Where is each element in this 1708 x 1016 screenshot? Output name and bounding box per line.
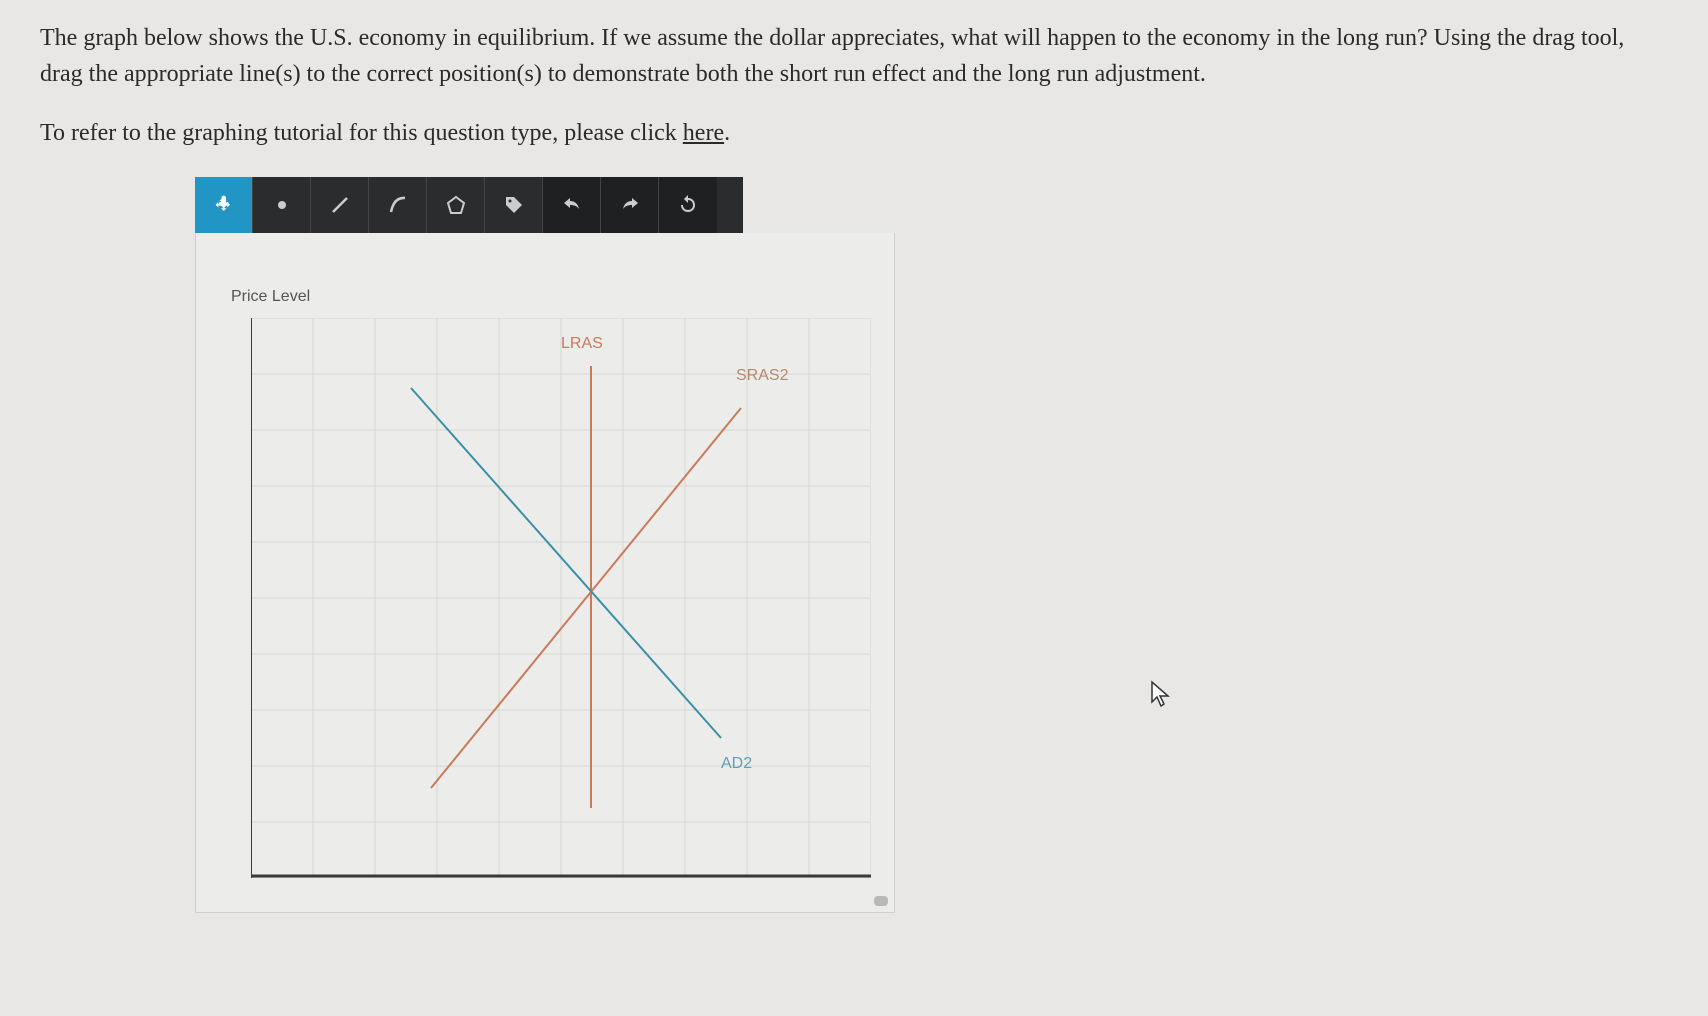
line-tool-button[interactable]: [311, 177, 369, 233]
reset-button[interactable]: [659, 177, 717, 233]
scrollbar-hint-icon: [874, 896, 888, 906]
tutorial-link[interactable]: here: [683, 120, 724, 146]
question-text: The graph below shows the U.S. economy i…: [40, 20, 1668, 92]
graph-canvas[interactable]: Price Level LRAS SRAS2 AD2: [195, 233, 895, 913]
curve-AD2[interactable]: [411, 388, 721, 738]
graph-toolbar: [195, 177, 743, 233]
curve-label-SRAS2[interactable]: SRAS2: [736, 367, 789, 384]
plot-area[interactable]: LRAS SRAS2 AD2: [251, 318, 871, 878]
y-axis-label: Price Level: [231, 288, 310, 306]
tutorial-prefix: To refer to the graphing tutorial for th…: [40, 120, 683, 146]
tutorial-suffix: .: [724, 120, 730, 146]
drag-tool-button[interactable]: [195, 177, 253, 233]
curve-label-LRAS[interactable]: LRAS: [561, 335, 603, 352]
label-tool-button[interactable]: [485, 177, 543, 233]
grid: [251, 318, 871, 878]
undo-button[interactable]: [543, 177, 601, 233]
redo-button[interactable]: [601, 177, 659, 233]
tutorial-text: To refer to the graphing tutorial for th…: [40, 120, 1668, 147]
curve-label-AD2[interactable]: AD2: [721, 755, 752, 772]
curve-tool-button[interactable]: [369, 177, 427, 233]
point-tool-button[interactable]: [253, 177, 311, 233]
polygon-tool-button[interactable]: [427, 177, 485, 233]
